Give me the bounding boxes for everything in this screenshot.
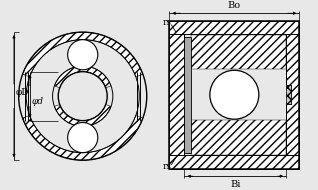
- Bar: [286, 85, 291, 104]
- Text: rs: rs: [162, 162, 171, 171]
- Polygon shape: [54, 66, 111, 88]
- Polygon shape: [54, 105, 111, 126]
- Text: Bi: Bi: [230, 180, 240, 189]
- Text: rs: rs: [162, 18, 171, 27]
- Polygon shape: [23, 116, 143, 160]
- Circle shape: [68, 40, 98, 70]
- Polygon shape: [169, 34, 184, 155]
- Polygon shape: [191, 120, 286, 154]
- Circle shape: [68, 123, 98, 153]
- Polygon shape: [169, 155, 299, 169]
- Polygon shape: [23, 32, 143, 77]
- Text: φD: φD: [16, 88, 29, 97]
- Polygon shape: [169, 21, 299, 34]
- Polygon shape: [191, 35, 286, 69]
- Circle shape: [210, 70, 259, 119]
- Bar: [184, 37, 191, 153]
- Polygon shape: [286, 34, 299, 155]
- Text: Bo: Bo: [228, 1, 241, 10]
- Text: φd: φd: [32, 97, 44, 106]
- Bar: [169, 21, 299, 169]
